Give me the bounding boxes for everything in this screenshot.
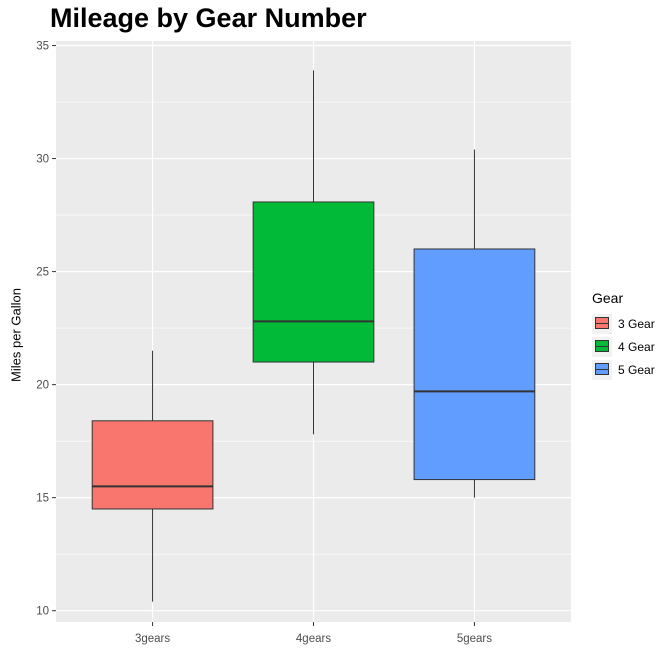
box-3gears	[91, 350, 214, 602]
x-tick-label: 4gears	[296, 633, 331, 645]
legend-key	[592, 359, 612, 380]
y-tick-label: 25	[36, 267, 49, 279]
y-tick-label: 30	[36, 154, 49, 166]
legend-label: 4 Gear	[618, 339, 655, 354]
y-tick-label: 15	[36, 493, 49, 505]
legend-key	[592, 313, 612, 334]
legend-label: 3 Gear	[618, 316, 655, 331]
x-tick-label: 5gears	[457, 633, 492, 645]
legend-key	[592, 336, 612, 357]
legend-item: 4 Gear	[592, 335, 655, 358]
legend-swatch	[595, 362, 609, 375]
legend-swatch	[595, 316, 609, 329]
box-iqr	[413, 248, 536, 481]
legend-item: 5 Gear	[592, 358, 655, 381]
legend-item: 3 Gear	[592, 312, 655, 335]
box-iqr	[252, 201, 375, 363]
legend-swatch	[595, 339, 609, 352]
legend: Gear 3 Gear 4 Gear 5 Gear	[592, 290, 655, 381]
chart-title: Mileage by Gear Number	[50, 3, 367, 33]
box-iqr	[91, 420, 214, 510]
box-5gears	[413, 149, 536, 498]
legend-title: Gear	[592, 290, 624, 306]
y-tick-label: 35	[36, 41, 49, 53]
box-4gears	[252, 70, 375, 435]
y-tick-label: 20	[36, 380, 49, 392]
y-tick-label: 10	[36, 606, 49, 618]
legend-label: 5 Gear	[618, 362, 655, 377]
x-tick-label: 3gears	[135, 633, 170, 645]
